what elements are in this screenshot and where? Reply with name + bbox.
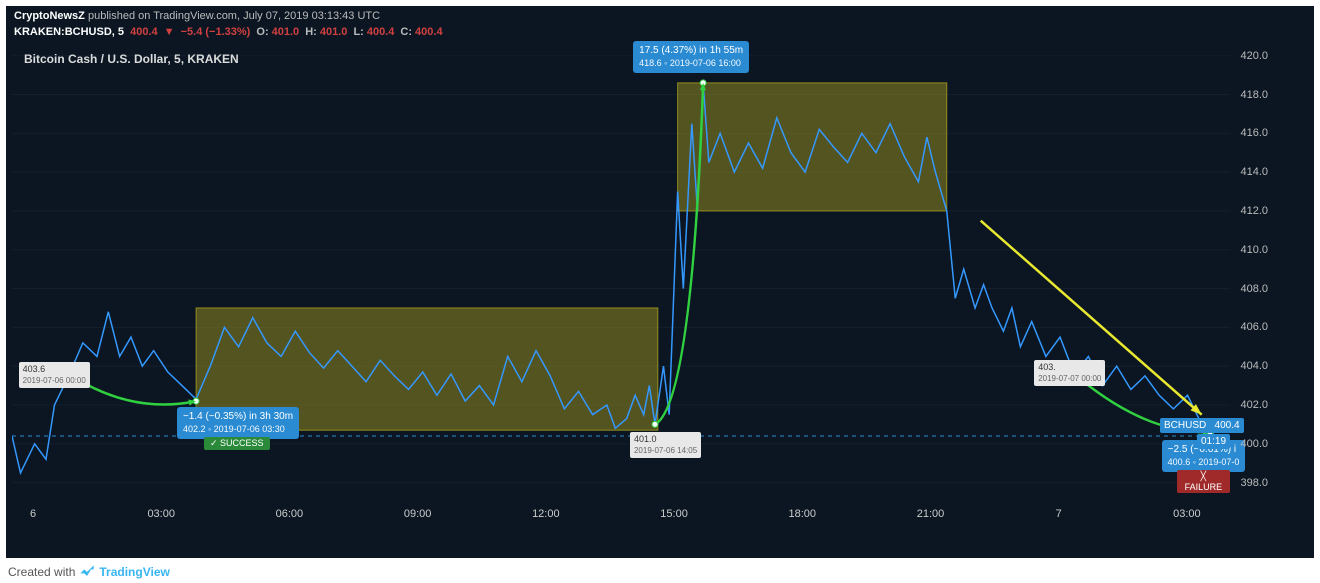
y-tick: 418.0 — [1240, 89, 1268, 101]
down-arrow-icon: ▼ — [164, 26, 175, 38]
x-tick: 6 — [30, 508, 36, 520]
y-tick: 400.0 — [1240, 438, 1268, 450]
publish-header: CryptoNewsZ published on TradingView.com… — [14, 10, 380, 22]
time-tag: 01:19 — [1197, 434, 1230, 449]
y-tick: 410.0 — [1240, 244, 1268, 256]
ohlc-c-label: C: — [400, 26, 412, 38]
tradingview-icon — [79, 564, 95, 580]
ticker-change: −5.4 (−1.33%) — [181, 26, 251, 38]
footer-brand[interactable]: TradingView — [99, 565, 169, 579]
x-tick: 7 — [1056, 508, 1062, 520]
ticker-pair: KRAKEN:BCHUSD, 5 — [14, 26, 124, 38]
y-tick: 416.0 — [1240, 127, 1268, 139]
published-on: published on TradingView.com, — [88, 10, 240, 22]
x-tick: 15:00 — [660, 508, 688, 520]
point-label-1: 403.62019-07-06 00:00 — [19, 362, 90, 388]
y-tick: 412.0 — [1240, 205, 1268, 217]
ohlc-h: 401.0 — [320, 26, 348, 38]
y-tick: 404.0 — [1240, 360, 1268, 372]
status-success: ✓ SUCCESS — [204, 437, 270, 450]
chart-container: CryptoNewsZ published on TradingView.com… — [6, 6, 1314, 558]
status-failure: ╳ FAILURE — [1177, 470, 1230, 493]
x-tick: 03:00 — [147, 508, 175, 520]
y-tick: 408.0 — [1240, 283, 1268, 295]
y-tick: 398.0 — [1240, 477, 1268, 489]
x-tick: 12:00 — [532, 508, 560, 520]
x-tick: 06:00 — [276, 508, 304, 520]
plot-area: −1.4 (−0.35%) in 3h 30m402.2 ◦ 2019-07-0… — [12, 46, 1230, 502]
y-tick: 402.0 — [1240, 399, 1268, 411]
ohlc-c: 400.4 — [415, 26, 443, 38]
info-box-2: 17.5 (4.37%) in 1h 55m418.6 ◦ 2019-07-06… — [633, 41, 749, 73]
x-tick: 18:00 — [788, 508, 816, 520]
point-label-2: 401.02019-07-06 14:05 — [630, 432, 701, 458]
author: CryptoNewsZ — [14, 10, 85, 22]
x-tick: 21:00 — [917, 508, 945, 520]
ohlc-l-label: L: — [353, 26, 363, 38]
footer-text: Created with — [8, 565, 75, 579]
ohlc-o-label: O: — [256, 26, 268, 38]
ticker-bar: KRAKEN:BCHUSD, 5 400.4 ▼ −5.4 (−1.33%) O… — [14, 26, 446, 38]
ohlc-o: 401.0 — [272, 26, 300, 38]
info-box-1: −1.4 (−0.35%) in 3h 30m402.2 ◦ 2019-07-0… — [177, 407, 299, 439]
point-label-3: 403.2019-07-07 00:00 — [1034, 360, 1105, 386]
ohlc-l: 400.4 — [367, 26, 395, 38]
x-tick: 03:00 — [1173, 508, 1201, 520]
footer: Created with TradingView — [8, 564, 170, 580]
y-axis: 398.0 400.0 402.0 404.0 406.0 408.0 410.0 412.0… — [1230, 46, 1272, 524]
y-tick: 414.0 — [1240, 166, 1268, 178]
publish-timestamp: July 07, 2019 03:13:43 UTC — [243, 10, 380, 22]
y-tick: 406.0 — [1240, 321, 1268, 333]
x-tick: 09:00 — [404, 508, 432, 520]
y-tick: 420.0 — [1240, 50, 1268, 62]
ohlc-h-label: H: — [305, 26, 317, 38]
x-axis: 6 03:00 06:00 09:00 12:00 15:00 18:00 21:00 7 03:… — [18, 502, 1230, 524]
ticker-price: 400.4 — [130, 26, 158, 38]
chart-area[interactable]: Bitcoin Cash / U.S. Dollar, 5, KRAKEN −1… — [12, 46, 1272, 524]
